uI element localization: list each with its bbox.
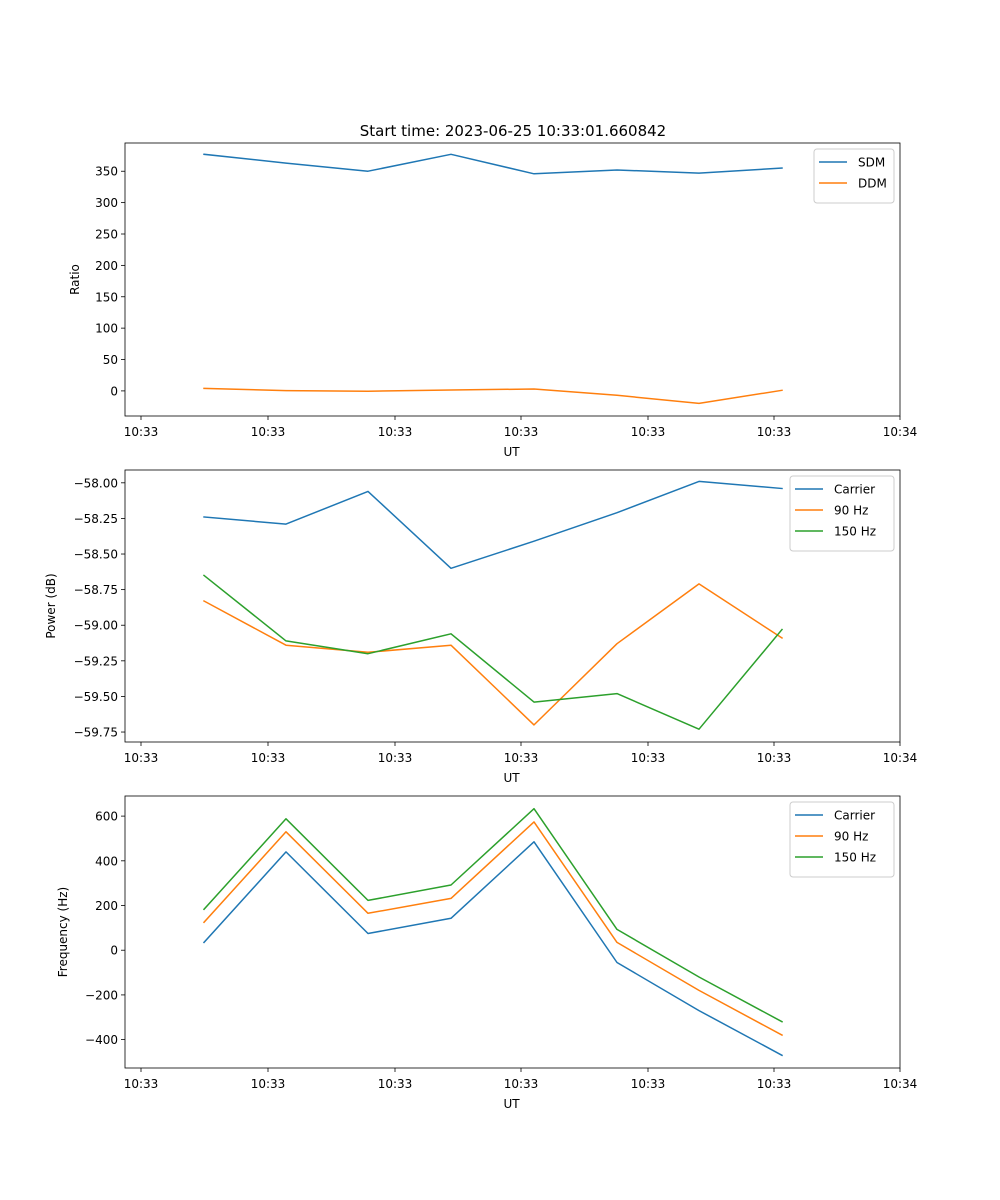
x-tick-label: 10:33 [757,425,792,439]
series-line-90-hz [202,821,784,1037]
y-tick-label: −400 [85,1033,118,1047]
y-axis-label: Ratio [68,264,82,295]
x-tick-label: 10:33 [124,425,159,439]
y-tick-label: 600 [95,810,118,824]
series-line-sdm [203,153,783,175]
x-tick-label: 10:33 [251,1077,286,1091]
chart-panel-1: 10:33 10:33 10:33 10:33 10:33 10:33 10:34 0 50 10… [68,142,918,459]
legend-label: Carrier [834,483,875,497]
chart-title: Start time: 2023-06-25 10:33:01.660842 [360,122,666,140]
legend-box [789,475,895,552]
legend-box [789,801,895,878]
y-tick-label: −58.25 [74,512,118,526]
series-line-90-hz [202,583,784,726]
y-tick-label: 0 [110,944,118,958]
x-axis-label: UT [503,1097,520,1111]
y-tick-label: 400 [95,854,118,868]
y-tick-label: 0 [110,384,118,398]
x-tick-label: 10:33 [504,751,539,765]
axes-frame [124,469,901,743]
y-tick-label: 50 [103,353,118,367]
y-tick-label: 100 [95,322,118,336]
x-tick-label: 10:33 [251,751,286,765]
y-tick-label: 300 [95,196,118,210]
y-tick-label: −58.75 [74,583,118,597]
y-tick-label: 200 [95,899,118,913]
y-tick-label: −58.50 [74,548,118,562]
axes-frame [124,142,901,417]
y-tick-label: −59.00 [74,619,118,633]
series-line-150-hz [202,807,784,1023]
y-tick-label: −59.25 [74,654,118,668]
axes-frame [124,795,901,1069]
y-axis-label: Frequency (Hz) [56,887,70,978]
legend-label: SDM [858,156,885,170]
x-tick-label: 10:33 [378,425,413,439]
legend: Carrier 90 Hz 150 Hz [789,475,895,552]
x-tick-label: 10:33 [757,751,792,765]
x-tick-label: 10:33 [124,1077,159,1091]
x-axis-label: UT [503,445,520,459]
y-tick-label: −59.75 [74,726,118,740]
x-tick-label: 10:33 [757,1077,792,1091]
x-tick-label: 10:34 [883,1077,918,1091]
x-tick-label: 10:33 [251,425,286,439]
x-tick-label: 10:34 [883,751,918,765]
x-tick-label: 10:33 [378,751,413,765]
legend-label: 90 Hz [834,830,868,844]
chart-panel-3: 10:33 10:33 10:33 10:33 10:33 10:33 10:34 −400 −… [56,795,918,1111]
y-axis-label: Power (dB) [44,573,58,638]
y-tick-label: −200 [85,988,118,1002]
x-tick-label: 10:34 [883,425,918,439]
legend-label: DDM [858,177,887,191]
x-axis-label: UT [503,771,520,785]
legend-label: 150 Hz [834,525,876,539]
series-line-carrier [202,841,784,1057]
y-tick-label: 200 [95,259,118,273]
y-tick-label: 250 [95,228,118,242]
legend-label: 90 Hz [834,504,868,518]
series-line-carrier [203,480,783,570]
series-line-ddm [203,387,783,405]
x-tick-label: 10:33 [631,1077,666,1091]
legend-label: Carrier [834,809,875,823]
x-tick-label: 10:33 [378,1077,413,1091]
series-line-150-hz [202,574,784,730]
x-tick-label: 10:33 [124,751,159,765]
legend: Carrier 90 Hz 150 Hz [789,801,895,878]
x-tick-label: 10:33 [631,751,666,765]
chart-panel-2: 10:33 10:33 10:33 10:33 10:33 10:33 10:34 −59.7… [44,469,918,785]
x-tick-label: 10:33 [504,425,539,439]
y-tick-label: −58.00 [74,476,118,490]
x-tick-label: 10:33 [631,425,666,439]
legend-label: 150 Hz [834,851,876,865]
legend: SDM DDM [813,148,895,204]
y-tick-label: 350 [95,165,118,179]
x-tick-label: 10:33 [504,1077,539,1091]
y-tick-label: 150 [95,290,118,304]
y-tick-label: −59.50 [74,690,118,704]
